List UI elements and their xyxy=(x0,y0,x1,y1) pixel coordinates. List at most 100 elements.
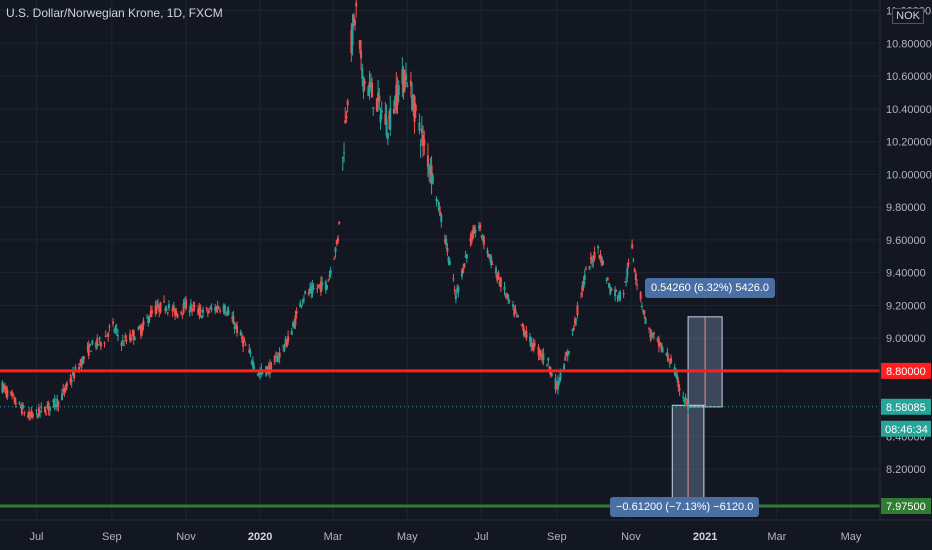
time-tick-label: Nov xyxy=(176,531,196,543)
price-tick-label: 9.60000 xyxy=(886,235,926,247)
candle-body xyxy=(445,238,448,245)
candle-body xyxy=(193,305,196,307)
candle-body xyxy=(616,297,619,299)
candle-body xyxy=(558,380,561,384)
candle-body xyxy=(215,307,218,312)
candle-body xyxy=(116,335,119,337)
currency-badge[interactable]: NOK xyxy=(892,8,924,24)
candle-body xyxy=(257,372,260,375)
candle-body xyxy=(326,285,329,289)
candle-body xyxy=(448,260,451,266)
candle-body xyxy=(437,201,440,211)
candle-body xyxy=(597,246,600,249)
candle-body xyxy=(167,304,170,309)
candle-body xyxy=(539,353,542,357)
candle-body xyxy=(105,335,108,337)
candle-body xyxy=(283,347,286,350)
candle-body xyxy=(114,328,117,331)
candle-body xyxy=(121,340,124,342)
candle-body xyxy=(19,406,22,408)
candle-body xyxy=(396,89,399,106)
candle-body xyxy=(360,50,363,59)
candle-body xyxy=(176,313,179,318)
candle-body xyxy=(353,20,356,25)
candle-body xyxy=(504,295,507,298)
candle-body xyxy=(685,402,688,406)
candle-body xyxy=(358,40,361,49)
price-tick-label: 10.80000 xyxy=(886,38,932,50)
candle-body xyxy=(96,338,99,345)
candle-body xyxy=(18,401,21,404)
candle-body xyxy=(137,327,140,330)
candle-body xyxy=(446,248,449,252)
candle-body xyxy=(251,360,254,367)
candle-body xyxy=(610,288,613,291)
candle-body xyxy=(643,310,646,315)
candle-body xyxy=(12,394,15,396)
candle-body xyxy=(651,333,654,335)
candle-body xyxy=(429,169,432,175)
candle-body xyxy=(395,84,398,110)
candle-body xyxy=(45,413,48,415)
candle-body xyxy=(90,350,93,352)
candle-body xyxy=(554,378,557,390)
time-tick-label: Mar xyxy=(767,531,786,543)
candle-body xyxy=(640,305,643,308)
candle-body xyxy=(214,307,217,311)
price-axis-background xyxy=(880,0,932,550)
candle-body xyxy=(112,321,115,324)
candle-body xyxy=(486,249,489,254)
candle-body xyxy=(29,414,32,417)
candle-body xyxy=(219,310,222,312)
candle-body xyxy=(142,320,145,326)
candle-body xyxy=(436,199,439,201)
price-tick-label: 10.00000 xyxy=(886,169,932,181)
candle-body xyxy=(498,281,501,286)
candle-body xyxy=(205,307,208,309)
candle-body xyxy=(267,365,270,372)
candle-body xyxy=(601,260,604,266)
candle-body xyxy=(457,286,460,292)
candle-body xyxy=(147,316,150,324)
candle-body xyxy=(495,267,497,274)
candle-body xyxy=(346,100,349,106)
countdown-background xyxy=(881,420,931,437)
candle-body xyxy=(363,80,366,84)
candle-body xyxy=(318,284,321,287)
candle-body xyxy=(361,68,364,79)
candle-body xyxy=(248,349,251,353)
price-tick-label: 10.60000 xyxy=(886,71,932,83)
candle-body xyxy=(384,113,387,125)
candle-body xyxy=(401,68,404,84)
candle-body xyxy=(95,342,98,348)
candle-body xyxy=(236,325,239,333)
candle-body xyxy=(496,275,499,281)
candle-body xyxy=(642,311,645,313)
candle-body xyxy=(343,152,346,154)
time-tick-label: 2021 xyxy=(693,531,717,543)
candle-body xyxy=(273,356,276,362)
candle-body xyxy=(312,288,315,290)
candle-body xyxy=(209,307,212,309)
candle-body xyxy=(180,311,183,313)
candle-body xyxy=(150,310,153,314)
candle-body xyxy=(532,343,535,351)
candle-body xyxy=(240,336,243,339)
candle-body xyxy=(295,311,298,314)
candle-body xyxy=(653,332,656,335)
candle-body xyxy=(413,96,416,122)
candle-body xyxy=(666,352,669,358)
candle-body xyxy=(344,120,347,123)
candle-body xyxy=(97,344,100,346)
candle-body xyxy=(351,23,354,46)
candle-body xyxy=(2,385,5,388)
candle-body xyxy=(385,118,388,136)
candle-body xyxy=(533,343,536,345)
candle-body xyxy=(368,81,371,88)
candle-body xyxy=(386,133,389,139)
candle-body xyxy=(341,156,344,158)
candle-body xyxy=(505,294,508,296)
candle-body xyxy=(469,237,472,242)
